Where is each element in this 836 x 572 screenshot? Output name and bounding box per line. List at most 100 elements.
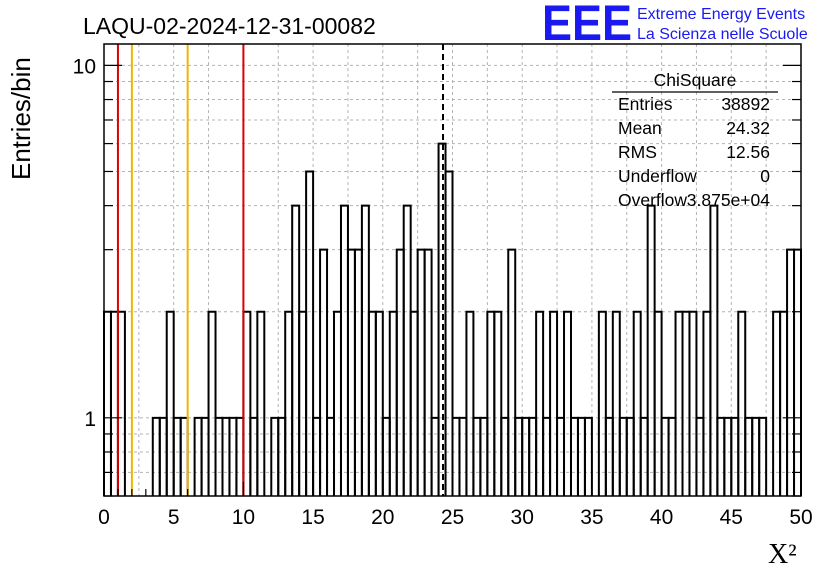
histogram-bin bbox=[284, 310, 294, 496]
histogram-bin bbox=[576, 416, 586, 496]
histogram-bin bbox=[305, 170, 315, 496]
histogram-bin bbox=[221, 416, 231, 496]
histogram-bin bbox=[109, 310, 119, 496]
histogram-bin bbox=[416, 248, 426, 496]
x-tick-label: 30 bbox=[511, 506, 534, 529]
histogram-bin bbox=[158, 416, 168, 496]
histogram-bin bbox=[200, 416, 210, 496]
histogram-bin bbox=[660, 416, 670, 496]
histogram-bin bbox=[249, 416, 259, 496]
histogram-bin bbox=[604, 416, 614, 496]
histogram-bin bbox=[535, 310, 545, 496]
x-axis-title: X² bbox=[768, 539, 797, 570]
histogram-bin bbox=[458, 416, 468, 496]
stats-value: 12.56 bbox=[726, 142, 770, 162]
histogram-bin bbox=[472, 416, 482, 496]
stats-box: ChiSquare Entries 38892 Mean 24.32 RMS 12.56 Un… bbox=[612, 70, 778, 210]
histogram-bin bbox=[151, 416, 161, 496]
histogram-bin bbox=[772, 310, 782, 496]
histogram-bin bbox=[367, 310, 377, 496]
histogram-bin bbox=[486, 310, 496, 496]
histogram-bin bbox=[744, 416, 754, 496]
axis-ticks bbox=[103, 64, 802, 497]
histogram-bin bbox=[326, 416, 336, 496]
histogram-bin bbox=[395, 248, 405, 496]
histogram-bin bbox=[681, 310, 691, 496]
histogram-bin bbox=[737, 310, 747, 496]
x-tick-label: 50 bbox=[789, 506, 812, 529]
histogram-bin bbox=[228, 416, 238, 496]
histogram-bin bbox=[618, 416, 628, 496]
stats-value: 38892 bbox=[721, 94, 770, 114]
histogram-bin bbox=[542, 416, 552, 496]
histogram-bin bbox=[702, 310, 712, 496]
histogram-bin bbox=[695, 416, 705, 496]
histogram-bin bbox=[653, 310, 663, 496]
histogram-bin bbox=[172, 416, 182, 496]
histogram-bin bbox=[597, 310, 607, 496]
histogram-bin bbox=[312, 416, 322, 496]
histogram-bin bbox=[514, 416, 524, 496]
x-tick-label: 25 bbox=[441, 506, 464, 529]
histogram-bin bbox=[444, 170, 454, 496]
histogram-bin bbox=[214, 416, 224, 496]
histogram-bin bbox=[716, 416, 726, 496]
histogram-bin bbox=[333, 310, 342, 496]
histogram-bin bbox=[451, 416, 461, 496]
histogram-bin bbox=[758, 416, 768, 496]
chart-title: LAQU-02-2024-12-31-00082 bbox=[83, 13, 376, 39]
histogram-bin bbox=[346, 248, 356, 496]
histogram-bin bbox=[235, 416, 245, 496]
stats-value: 24.32 bbox=[726, 118, 770, 138]
histogram-bin bbox=[674, 310, 684, 496]
stats-value: 3.875e+04 bbox=[687, 190, 770, 210]
y-tick-label: 10 bbox=[73, 55, 96, 78]
x-tick-label: 10 bbox=[232, 506, 255, 529]
stats-label: Overflow bbox=[618, 190, 687, 210]
histogram-bin bbox=[709, 204, 719, 496]
histogram-bin bbox=[103, 310, 112, 496]
stats-value: 0 bbox=[760, 166, 770, 186]
histogram-bin bbox=[193, 416, 203, 496]
histogram-bin bbox=[730, 416, 740, 496]
histogram-bin bbox=[583, 416, 593, 496]
histogram-bin bbox=[270, 416, 280, 496]
histogram-bin bbox=[786, 248, 796, 496]
histogram-bin bbox=[430, 416, 440, 496]
x-tick-label: 5 bbox=[168, 506, 180, 529]
histogram-bin bbox=[479, 416, 489, 496]
histogram-bin bbox=[493, 310, 503, 496]
histogram-bin bbox=[611, 310, 621, 496]
histogram-bin bbox=[521, 416, 531, 496]
x-tick-label: 45 bbox=[720, 506, 743, 529]
histogram-bin bbox=[779, 310, 789, 496]
x-tick-label: 35 bbox=[580, 506, 603, 529]
histogram-bin bbox=[549, 310, 559, 496]
histogram-bin bbox=[723, 416, 733, 496]
x-tick-label: 20 bbox=[371, 506, 394, 529]
tick-labels: 0 5 10 15 20 25 30 35 40 45 50 1 10 bbox=[73, 55, 813, 529]
histogram-bin bbox=[556, 416, 566, 496]
histogram-bin bbox=[528, 416, 538, 496]
stats-label: RMS bbox=[618, 142, 657, 162]
histogram-bin bbox=[563, 310, 572, 496]
histogram-bin bbox=[298, 310, 308, 496]
histogram-bin bbox=[116, 310, 126, 496]
histogram-bin bbox=[465, 310, 475, 496]
histogram-bin bbox=[507, 248, 517, 496]
histogram-bin bbox=[500, 416, 510, 496]
x-tick-label: 0 bbox=[98, 506, 110, 529]
stats-label: Underflow bbox=[618, 166, 697, 186]
histogram-bin bbox=[409, 310, 419, 496]
y-axis-title: Entries/bin bbox=[6, 57, 36, 180]
stats-title: ChiSquare bbox=[654, 70, 737, 90]
histogram-bin bbox=[165, 310, 175, 496]
y-tick-label: 1 bbox=[84, 408, 96, 431]
histogram-bin bbox=[632, 310, 642, 496]
histogram-bin bbox=[319, 248, 329, 496]
stats-label: Mean bbox=[618, 118, 662, 138]
histogram-bin bbox=[242, 310, 252, 496]
histogram-bin bbox=[639, 416, 649, 496]
x-tick-label: 40 bbox=[650, 506, 673, 529]
